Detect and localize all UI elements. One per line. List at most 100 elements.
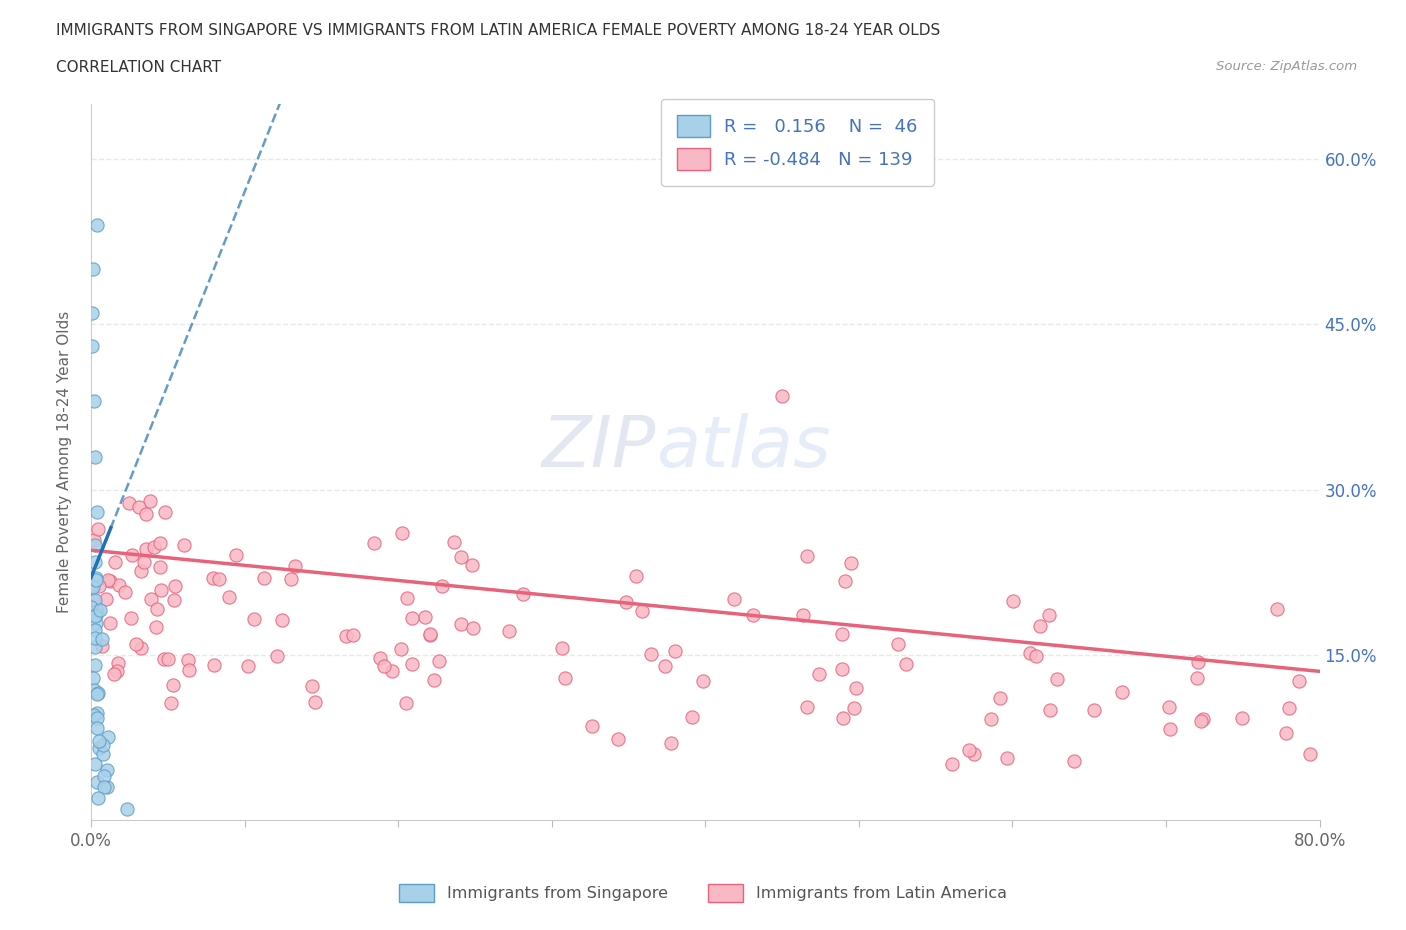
Point: [114, 584, 136, 599]
Point: [631, 604, 654, 618]
Text: Source: ZipAtlas.com: Source: ZipAtlas.com: [1216, 60, 1357, 73]
Point: [796, 549, 818, 564]
Point: [284, 559, 307, 574]
Point: [104, 554, 127, 569]
Point: [91, 747, 114, 762]
Point: [401, 657, 423, 671]
Point: [957, 742, 980, 757]
Point: [84, 592, 107, 607]
Point: [135, 507, 157, 522]
Point: [335, 629, 357, 644]
Point: [692, 674, 714, 689]
Point: [415, 609, 437, 624]
Point: [1159, 700, 1181, 715]
Point: [115, 802, 138, 817]
Point: [176, 653, 198, 668]
Point: [391, 525, 413, 540]
Point: [84, 616, 107, 631]
Point: [160, 695, 183, 710]
Text: ZIP: ZIP: [541, 413, 657, 483]
Point: [202, 570, 225, 585]
Point: [266, 649, 288, 664]
Point: [83, 449, 105, 464]
Point: [941, 757, 963, 772]
Point: [770, 389, 793, 404]
Point: [83, 708, 105, 723]
Point: [153, 504, 176, 519]
Point: [381, 664, 404, 679]
Point: [551, 641, 574, 656]
Point: [128, 499, 150, 514]
Point: [89, 740, 111, 755]
Point: [1232, 711, 1254, 725]
Point: [301, 679, 323, 694]
Point: [792, 608, 814, 623]
Point: [1299, 747, 1322, 762]
Point: [145, 620, 167, 635]
Point: [1265, 601, 1288, 616]
Text: CORRELATION CHART: CORRELATION CHART: [56, 60, 221, 75]
Point: [419, 628, 441, 643]
Point: [163, 578, 186, 593]
Legend: Immigrants from Singapore, Immigrants from Latin America: Immigrants from Singapore, Immigrants fr…: [392, 878, 1014, 908]
Point: [1111, 684, 1133, 699]
Point: [86, 790, 108, 805]
Point: [121, 547, 143, 562]
Point: [990, 691, 1012, 706]
Point: [162, 677, 184, 692]
Point: [86, 706, 108, 721]
Point: [173, 538, 195, 552]
Point: [463, 620, 485, 635]
Point: [83, 533, 105, 548]
Point: [163, 592, 186, 607]
Point: [86, 522, 108, 537]
Point: [1185, 671, 1208, 685]
Point: [238, 658, 260, 673]
Point: [129, 640, 152, 655]
Point: [83, 622, 105, 637]
Point: [460, 557, 482, 572]
Point: [84, 555, 107, 570]
Point: [89, 603, 111, 618]
Point: [82, 671, 104, 685]
Point: [363, 536, 385, 551]
Point: [624, 568, 647, 583]
Point: [149, 582, 172, 597]
Point: [82, 592, 104, 607]
Point: [396, 591, 419, 605]
Point: [1288, 674, 1310, 689]
Text: atlas: atlas: [657, 413, 831, 483]
Legend: R =   0.156    N =  46, R = -0.484   N = 139: R = 0.156 N = 46, R = -0.484 N = 139: [661, 99, 934, 186]
Point: [271, 613, 294, 628]
Point: [83, 683, 105, 698]
Point: [225, 548, 247, 563]
Point: [980, 711, 1002, 726]
Point: [129, 564, 152, 578]
Point: [86, 687, 108, 702]
Point: [124, 636, 146, 651]
Point: [93, 779, 115, 794]
Point: [108, 578, 131, 592]
Point: [1038, 608, 1060, 623]
Point: [80, 306, 103, 321]
Point: [97, 573, 120, 588]
Point: [91, 737, 114, 752]
Point: [1029, 618, 1052, 633]
Point: [886, 636, 908, 651]
Point: [86, 720, 108, 735]
Point: [1018, 645, 1040, 660]
Point: [242, 612, 264, 627]
Point: [218, 590, 240, 604]
Point: [90, 639, 112, 654]
Point: [105, 664, 128, 679]
Point: [84, 757, 107, 772]
Point: [831, 661, 853, 676]
Point: [86, 711, 108, 725]
Point: [423, 672, 446, 687]
Point: [84, 608, 107, 623]
Point: [84, 640, 107, 655]
Point: [1189, 713, 1212, 728]
Point: [86, 218, 108, 232]
Point: [1001, 593, 1024, 608]
Point: [98, 615, 121, 630]
